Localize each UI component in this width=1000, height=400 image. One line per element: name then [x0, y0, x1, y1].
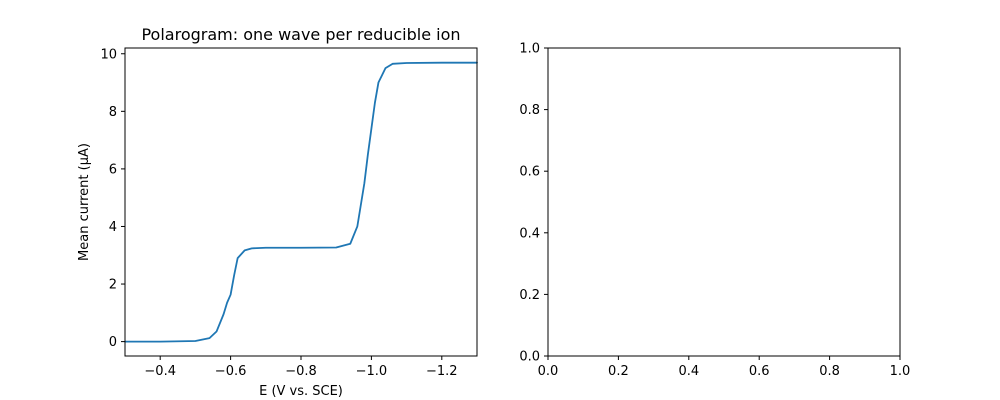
- plot-frame: [547, 47, 901, 357]
- x-tick-label: 0.8: [819, 364, 840, 379]
- x-axis-ticks: −0.4 −0.6 −0.8 −1.0 −1.2: [144, 356, 458, 379]
- x-tick-label: 1.0: [890, 364, 911, 379]
- current-curve: [124, 61, 478, 343]
- x-tick-label: 0.0: [538, 364, 559, 379]
- y-axis-label: Mean current (μA): [77, 143, 92, 261]
- polarogram-chart: −0.4 −0.6 −0.8 −1.0 −1.2 0 2 4 6 8 10 Polarogram:…: [77, 25, 478, 399]
- plot-frame: [124, 47, 478, 357]
- y-tick-label: 0.8: [519, 103, 540, 118]
- x-tick-label: −1.2: [426, 364, 458, 379]
- x-tick-label: −0.6: [215, 364, 247, 379]
- y-tick-label: 4: [109, 220, 117, 235]
- y-tick-label: 1.0: [519, 42, 540, 57]
- y-tick-label: 0.6: [519, 165, 540, 180]
- y-tick-label: 10: [100, 47, 117, 62]
- y-axis-ticks: 0 2 4 6 8 10: [100, 47, 125, 350]
- y-tick-label: 2: [109, 278, 117, 293]
- x-tick-label: −0.4: [144, 364, 176, 379]
- x-tick-label: −1.0: [356, 364, 388, 379]
- y-tick-label: 0.4: [519, 226, 540, 241]
- y-tick-label: 0.2: [519, 288, 540, 303]
- plot-area: [125, 48, 477, 356]
- x-axis-label: E (V vs. SCE): [259, 384, 343, 399]
- x-tick-label: 0.2: [608, 364, 629, 379]
- y-tick-label: 6: [109, 162, 117, 177]
- y-axis-ticks: 0.0 0.2 0.4 0.6 0.8 1.0: [519, 42, 548, 365]
- y-tick-label: 0: [109, 335, 117, 350]
- x-axis-ticks: 0.0 0.2 0.4 0.6 0.8 1.0: [538, 356, 911, 379]
- plot-area: [548, 48, 900, 356]
- chart-title: Polarogram: one wave per reducible ion: [141, 25, 460, 44]
- y-tick-label: 8: [109, 105, 117, 120]
- x-tick-label: 0.6: [749, 364, 770, 379]
- empty-chart: 0.0 0.2 0.4 0.6 0.8 1.0 0.0 0.2 0.4 0.6 0.8 1.0: [519, 42, 910, 380]
- x-tick-label: −0.8: [285, 364, 317, 379]
- y-tick-label: 0.0: [519, 350, 540, 365]
- x-tick-label: 0.4: [678, 364, 699, 379]
